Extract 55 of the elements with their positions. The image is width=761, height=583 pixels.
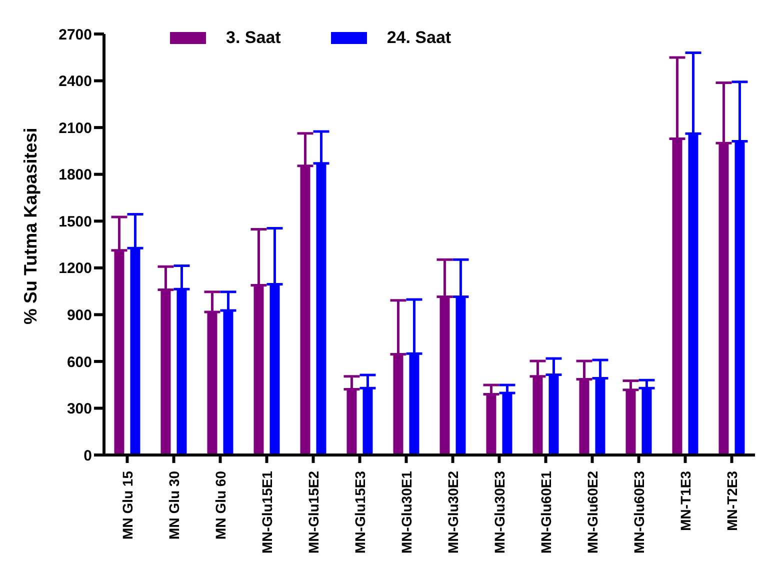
bar [270,284,280,455]
y-tick-label: 1800 [58,166,92,184]
bar [532,376,543,455]
bar [734,141,745,455]
bar [130,248,140,455]
y-tick-label: 1500 [58,213,92,230]
bar [579,379,590,455]
y-tick-label: 1200 [58,260,92,278]
bar [316,163,326,455]
bar [440,296,450,455]
x-tick-label: MN-Glu30E3 [491,470,508,554]
bar [176,289,187,455]
y-tick-label: 2700 [58,26,92,44]
x-tick-label: MN-Glu30E1 [398,470,414,554]
x-tick-label: MN-Glu15E3 [352,470,368,554]
x-tick-label: MN-T1E3 [677,470,694,531]
y-tick-label: 600 [66,354,92,371]
bar [456,296,466,455]
x-tick-label: MN Glu 60 [212,470,228,540]
bar [626,390,636,455]
y-tick-label: 0 [84,447,92,464]
y-tick-label: 2400 [58,73,92,90]
bar [688,134,698,455]
y-tick-label: 300 [66,400,92,418]
x-tick-label: MN Glu 30 [166,470,182,540]
legend-label: 24. Saat [386,28,452,48]
bar [642,388,652,455]
x-tick-label: MN-Glu60E1 [538,470,554,554]
bar [718,143,729,455]
x-tick-label: MN-Glu15E1 [258,470,275,554]
bar [114,250,124,455]
y-tick-label: 2100 [58,120,92,137]
x-tick-label: MN-Glu60E2 [584,470,600,554]
bar [254,285,264,455]
bar [486,394,496,455]
bar [595,378,606,455]
bar [346,389,357,455]
bar [393,354,404,455]
x-tick-label: MN-Glu60E3 [630,470,647,554]
bar [409,354,420,455]
bar [362,388,373,455]
bar [300,166,310,455]
y-tick-label: 900 [66,306,92,324]
x-tick-label: MN Glu 15 [119,470,136,540]
legend-label: 3. Saat [226,28,281,48]
bar [207,312,218,455]
bar [548,374,559,455]
bar [160,290,171,455]
bar [502,392,512,455]
y-axis-title: % Su Tutma Kapasitesi [20,128,40,324]
bar [672,138,682,455]
x-tick-label: MN-T2E3 [724,470,740,531]
x-tick-label: MN-Glu15E2 [305,470,322,554]
x-tick-label: MN-Glu30E2 [444,470,461,554]
bar [223,310,234,455]
